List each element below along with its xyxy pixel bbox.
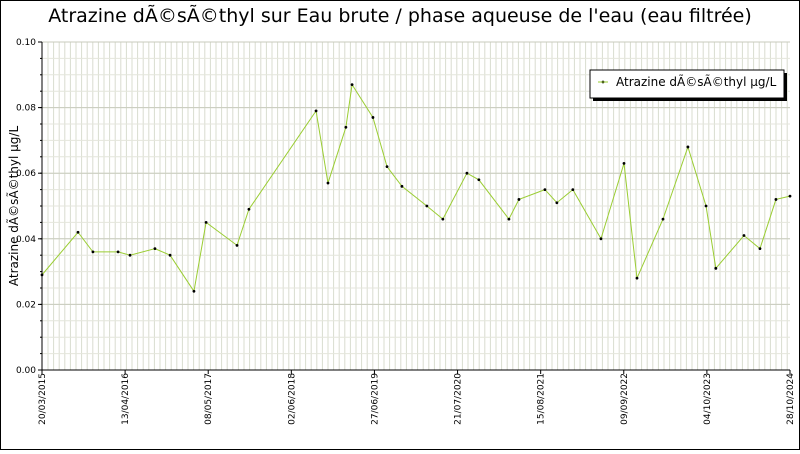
x-tick-label: 20/03/2015	[38, 373, 48, 425]
x-tick-label: 02/06/2018	[287, 373, 297, 425]
data-point	[76, 230, 80, 234]
data-point	[507, 217, 511, 221]
data-point	[128, 253, 132, 257]
data-point	[192, 289, 196, 293]
data-point	[788, 194, 792, 198]
data-point	[40, 273, 44, 277]
data-point	[622, 161, 626, 165]
data-point	[555, 201, 559, 205]
data-point	[153, 247, 157, 251]
data-line	[41, 83, 791, 293]
x-tick-label: 09/09/2022	[620, 373, 630, 425]
data-point	[465, 171, 469, 175]
x-tick-label: 08/05/2017	[204, 373, 214, 425]
data-point	[714, 266, 718, 270]
chart-title: Atrazine dÃ©sÃ©thyl sur Eau brute / phas…	[48, 4, 752, 27]
data-point	[477, 178, 481, 182]
data-point	[116, 250, 120, 254]
data-point	[91, 250, 95, 254]
x-tick-label: 13/04/2016	[121, 373, 131, 425]
data-point	[635, 276, 639, 280]
x-tick-label: 04/10/2023	[703, 373, 713, 425]
x-tick-label: 28/10/2024	[786, 373, 796, 425]
data-point	[204, 221, 208, 224]
y-tick-label: 0.08	[16, 104, 36, 114]
x-tick-label: 15/08/2021	[537, 373, 547, 425]
data-point	[517, 198, 521, 201]
y-tick-label: 0.02	[16, 300, 36, 310]
data-point	[247, 207, 251, 211]
y-tick-label: 0.00	[16, 366, 36, 376]
data-point	[385, 165, 389, 169]
data-point	[168, 253, 172, 257]
data-point	[425, 204, 429, 208]
data-point	[400, 184, 404, 188]
data-point	[704, 204, 708, 208]
data-point	[599, 237, 603, 241]
y-tick-label: 0.06	[16, 169, 36, 179]
data-point	[350, 83, 354, 87]
data-point	[235, 243, 239, 247]
data-point	[543, 188, 547, 192]
data-point	[371, 116, 375, 119]
y-tick-label: 0.10	[16, 38, 36, 48]
data-point	[344, 125, 348, 129]
x-tick-label: 27/06/2019	[370, 373, 380, 425]
data-point	[326, 181, 330, 185]
data-point	[441, 217, 445, 221]
data-point	[571, 188, 575, 192]
data-point	[758, 247, 762, 251]
y-tick-label: 0.04	[16, 235, 36, 245]
data-point	[686, 145, 690, 149]
data-point	[314, 109, 318, 113]
y-axis-label: Atrazine dÃ©sÃ©thyl µg/L	[6, 126, 21, 287]
x-tick-label: 21/07/2020	[454, 373, 464, 425]
data-point	[742, 234, 746, 237]
legend-label: Atrazine dÃ©sÃ©thyl µg/L	[616, 74, 777, 89]
data-point	[661, 217, 665, 221]
legend	[589, 69, 785, 99]
data-point	[774, 198, 778, 201]
